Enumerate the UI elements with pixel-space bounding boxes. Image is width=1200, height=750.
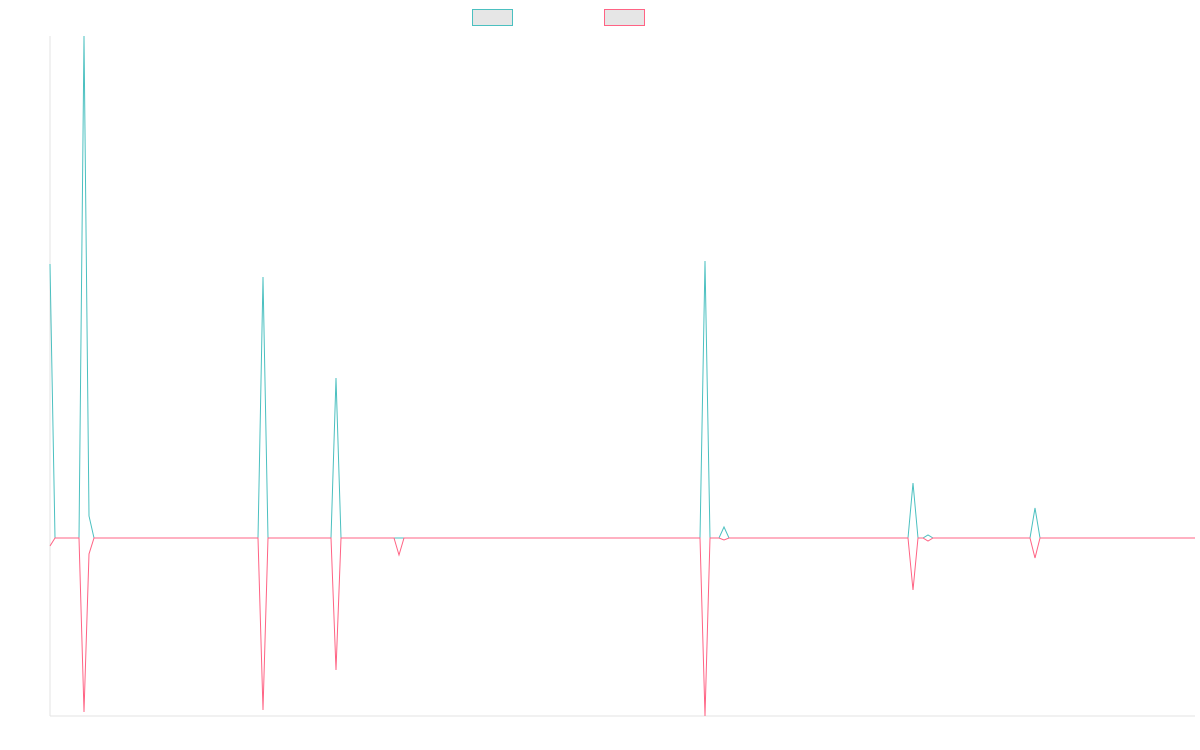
legend-swatch (604, 9, 645, 26)
series-line (49, 537, 1195, 717)
series-line (49, 35, 1195, 539)
legend-swatch (472, 9, 513, 26)
